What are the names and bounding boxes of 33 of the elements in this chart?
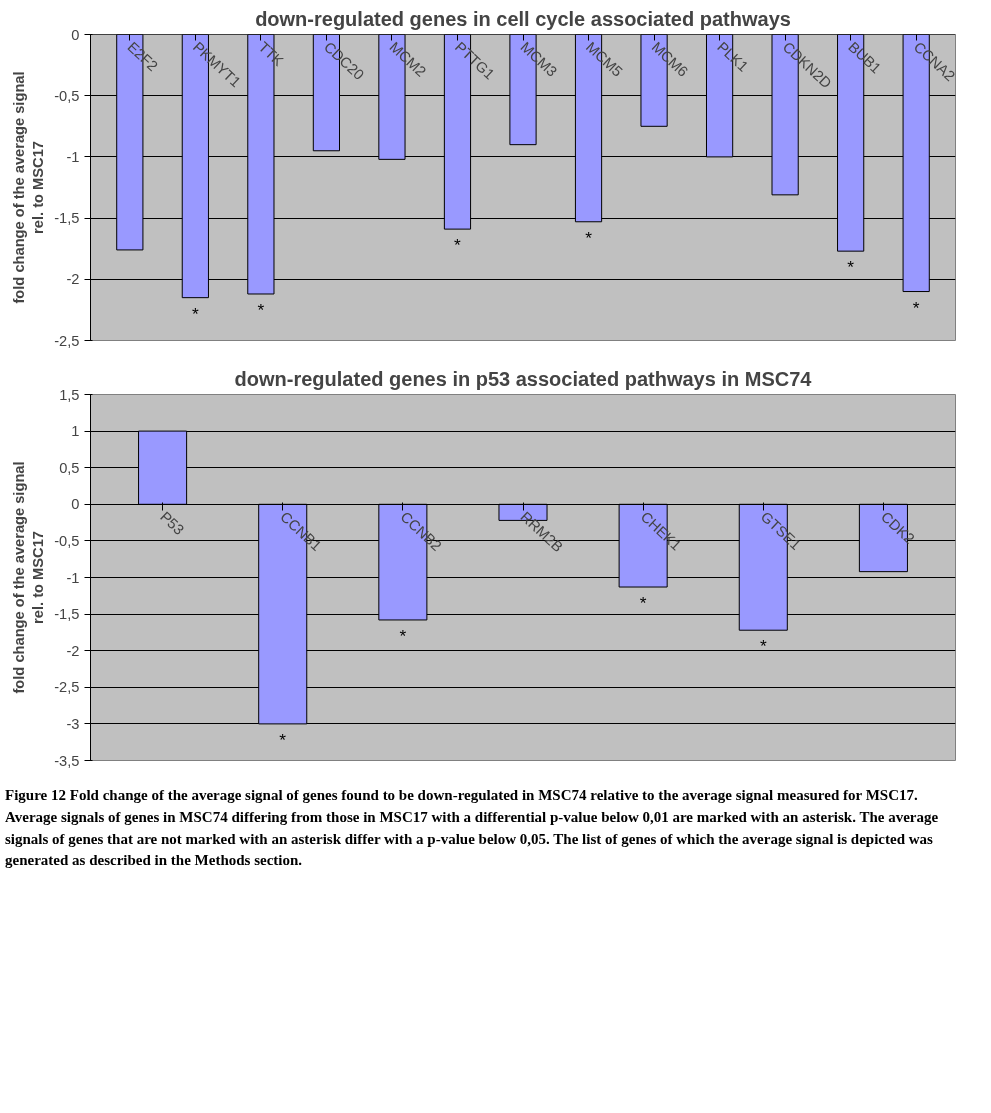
y-tick-label: 0 [71, 496, 80, 513]
annotation: * [399, 625, 407, 646]
annotation: * [191, 303, 199, 324]
y-tick-label: 1 [71, 423, 80, 440]
x-tick-label: P53 [157, 508, 188, 538]
y-tick-label: -1 [66, 569, 80, 586]
y-tick-label: 0 [71, 26, 80, 43]
y-tick-label: -3 [66, 715, 80, 732]
y-tick-label: -1 [66, 148, 80, 165]
chart-title: down-regulated genes in p53 associated pathways in MSC74 [234, 367, 813, 390]
y-tick-label: -2,5 [54, 679, 80, 696]
chart-title: down-regulated genes in cell cycle associated pathways [255, 7, 791, 30]
annotation: * [279, 729, 287, 750]
annotation: * [847, 257, 855, 278]
y-tick-label: -2 [66, 271, 80, 288]
y-tick-label: -0,5 [54, 87, 80, 104]
y-axis-title: fold change of the average signal rel. to MSC17 [11, 71, 47, 304]
annotation: * [639, 593, 647, 614]
y-tick-label: -2 [66, 642, 80, 659]
annotation: * [759, 636, 767, 657]
annotation: * [912, 297, 920, 318]
y-tick-label: -1,5 [54, 606, 80, 623]
caption: Figure 12 Fold change of the average signal of genes found to be down-regulated in MSC74 relative to the average signal measured for MSC17. Average signals of genes in MSC74 differing from those in MSC17 with a differential p-value below 0,01 are marked with an asterisk. The average signals of genes that are not marked with an asterisk differ with a p-value below 0,05. The list of genes of which the average signal is depicted was generated as described in the Methods section. [5, 786, 940, 871]
y-tick-label: -0,5 [54, 532, 80, 549]
annotation: * [585, 227, 593, 248]
y-axis-title: fold change of the average signal rel. to MSC17 [11, 461, 47, 694]
y-tick-label: 0,5 [59, 459, 80, 476]
y-tick-label: -1,5 [54, 210, 80, 227]
y-tick-label: -3,5 [54, 752, 80, 769]
annotation: * [454, 235, 462, 256]
y-tick-label: -2,5 [54, 332, 80, 349]
annotation: * [257, 299, 265, 320]
y-tick-label: 1,5 [59, 386, 80, 403]
